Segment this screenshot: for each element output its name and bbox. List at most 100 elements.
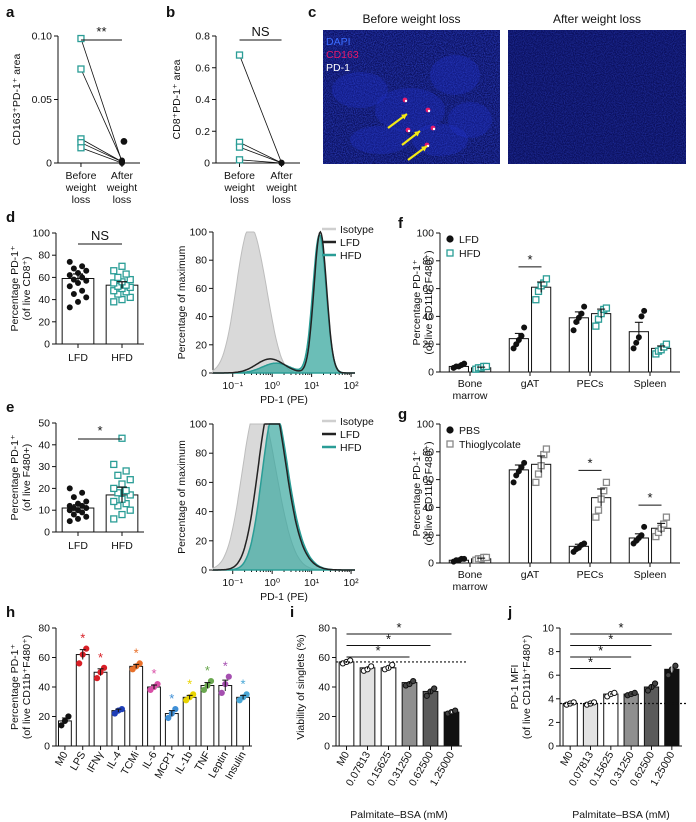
panel-g-y-tick-label: 80 <box>422 446 434 458</box>
panel-i-bar <box>380 667 397 747</box>
panel-g-y-tick-label: 20 <box>422 530 434 542</box>
panel-j-y-label-line: (of live CD11b⁺F480⁺) <box>521 635 533 739</box>
pd1-spot <box>432 127 436 131</box>
hist-d2-x-tick-label: 10⁰ <box>264 380 281 392</box>
hist-e2-y-tick-label: 60 <box>195 477 207 489</box>
panel-f-bar-lfd <box>568 317 589 373</box>
panel-i-y-tick-label: 0 <box>324 741 330 753</box>
hist-e2-x-tick-label: 10⁰ <box>264 577 281 589</box>
panel-a-x-label-word: After <box>111 170 134 182</box>
panel-h-point <box>76 660 83 667</box>
panel-a-x-label-word: loss <box>113 194 132 206</box>
panel-h-y-tick-label: 20 <box>38 711 50 723</box>
panel-h-point <box>218 689 225 697</box>
panel-d-point-hfd <box>110 279 118 287</box>
panel-d-y-label-line: Percentage PD-1⁺ <box>9 245 21 332</box>
panel-e-y-tick-label: 0 <box>44 527 50 539</box>
panel-b-pair-line <box>239 159 282 164</box>
panel-g-legend-marker <box>446 440 454 448</box>
panel-a-pair-line <box>80 38 123 162</box>
panel-h-point <box>154 680 161 688</box>
panel-i-bar <box>359 667 376 747</box>
panel-e-point-lfd <box>66 485 73 492</box>
panel-b-before-point <box>235 143 244 151</box>
panel-d-point-hfd <box>118 295 126 304</box>
panel-i-x-label-group: M0 <box>334 749 352 768</box>
panel-f-point-hfd <box>592 322 600 330</box>
panel-b-x-label-word: loss <box>230 194 249 206</box>
hist-d2-y-tick-label: 100 <box>189 227 207 239</box>
panel-h-y-tick-label: 60 <box>38 652 50 664</box>
panel-d-point-lfd <box>66 258 73 265</box>
panel-h-bar-il1b <box>182 696 197 747</box>
panel-e-point-lfd <box>83 498 90 505</box>
panel-a-y-tick-label: 0.05 <box>32 94 53 106</box>
panel-i-bar <box>338 661 355 747</box>
panel-d-point-hfd <box>114 273 122 282</box>
panel-d-bar-lfd <box>61 278 95 345</box>
panel-f-point-hfd <box>662 340 671 348</box>
pd1-spot <box>427 109 431 113</box>
panel-g-x-label-word: Bone <box>458 569 483 581</box>
hist-e2-x-tick-label: 10² <box>343 577 359 589</box>
panel-g-point-pbs <box>521 459 528 466</box>
panel-h-point <box>83 645 90 652</box>
micro-legend-cd163: CD163 <box>326 49 359 61</box>
dapi-region <box>448 102 492 138</box>
panel-g-point-thioglycolate <box>482 553 491 562</box>
panel-i-point <box>368 663 375 670</box>
panel-letter-c: c <box>308 4 316 21</box>
panel-h-point <box>190 691 197 698</box>
panel-g-point-thioglycolate <box>662 513 671 521</box>
panel-e-y-tick-label: 30 <box>38 461 50 473</box>
panel-b-x-label-word: Before <box>224 170 255 182</box>
panel-b-pair-line <box>239 146 282 164</box>
hist-e2-y-label-text: Percentage of maximum <box>176 440 188 554</box>
panel-b-sig: NS <box>251 24 269 39</box>
panel-letter-i: i <box>290 604 294 621</box>
panel-g-point-thioglycolate <box>594 506 603 514</box>
panel-d-sig: NS <box>91 228 109 243</box>
panel-a-y-tick-label: 0 <box>46 158 52 170</box>
panel-d-point-hfd <box>126 293 134 302</box>
panel-e-point-hfd <box>118 510 126 519</box>
micro-legend-dapi: DAPI <box>326 36 351 48</box>
panel-h-bar-ifn <box>93 671 108 747</box>
pd1-spot <box>404 99 408 103</box>
panel-f-point-lfd <box>518 332 525 339</box>
hist-e2-y-tick-label: 100 <box>189 419 207 431</box>
panel-e-point-hfd <box>126 476 134 484</box>
panel-b-x-label-word: loss <box>272 194 291 206</box>
panel-h-bar-insulin <box>236 696 251 747</box>
hist-e2-x-tick-label: 10¹ <box>304 577 320 589</box>
panel-d-point-lfd <box>66 304 73 311</box>
panel-i-bar <box>443 711 460 747</box>
dapi-region <box>350 126 410 154</box>
hist-d2-legend-isotype: Isotype <box>340 224 374 236</box>
panel-h-point <box>225 673 232 680</box>
hist-d2-lfd-curve <box>212 230 355 374</box>
panel-g-legend-marker <box>446 426 454 434</box>
panel-b-before-point <box>235 156 244 164</box>
hist-d2-y-tick-label: 20 <box>195 339 207 351</box>
panel-h-y-label-line: (of live CD11b⁺F480⁺) <box>21 635 33 739</box>
panel-h-x-label: TCMi <box>119 750 142 778</box>
panel-h-x-label-group: IL-1b <box>173 749 195 776</box>
panel-f-y-label: Percentage PD-1⁺ (of live CD11b⁺F480⁺) <box>411 250 435 354</box>
panel-g-y-tick-label: 100 <box>416 419 434 431</box>
panel-j-sig: * <box>618 620 623 635</box>
panel-i-point <box>410 678 417 685</box>
hist-e2-y-tick-label: 80 <box>195 448 207 460</box>
panel-i-y-tick-label: 80 <box>318 623 330 635</box>
panel-j-point <box>672 662 679 669</box>
panel-e-point-lfd <box>70 494 77 501</box>
panel-j-x-label: M0 <box>558 749 576 768</box>
panel-j-y-tick-label: 6 <box>548 670 554 682</box>
panel-d-y-tick-label: 0 <box>44 339 50 351</box>
panel-a-y-tick-label: 0.10 <box>32 31 53 43</box>
panel-f-point-lfd <box>630 345 637 352</box>
panel-g-legend-pbs: PBS <box>459 425 480 437</box>
panel-a-pair-line <box>80 142 123 163</box>
panel-i-y-tick-label: 20 <box>318 711 330 723</box>
panel-g-x-label-word: marrow <box>452 581 487 593</box>
